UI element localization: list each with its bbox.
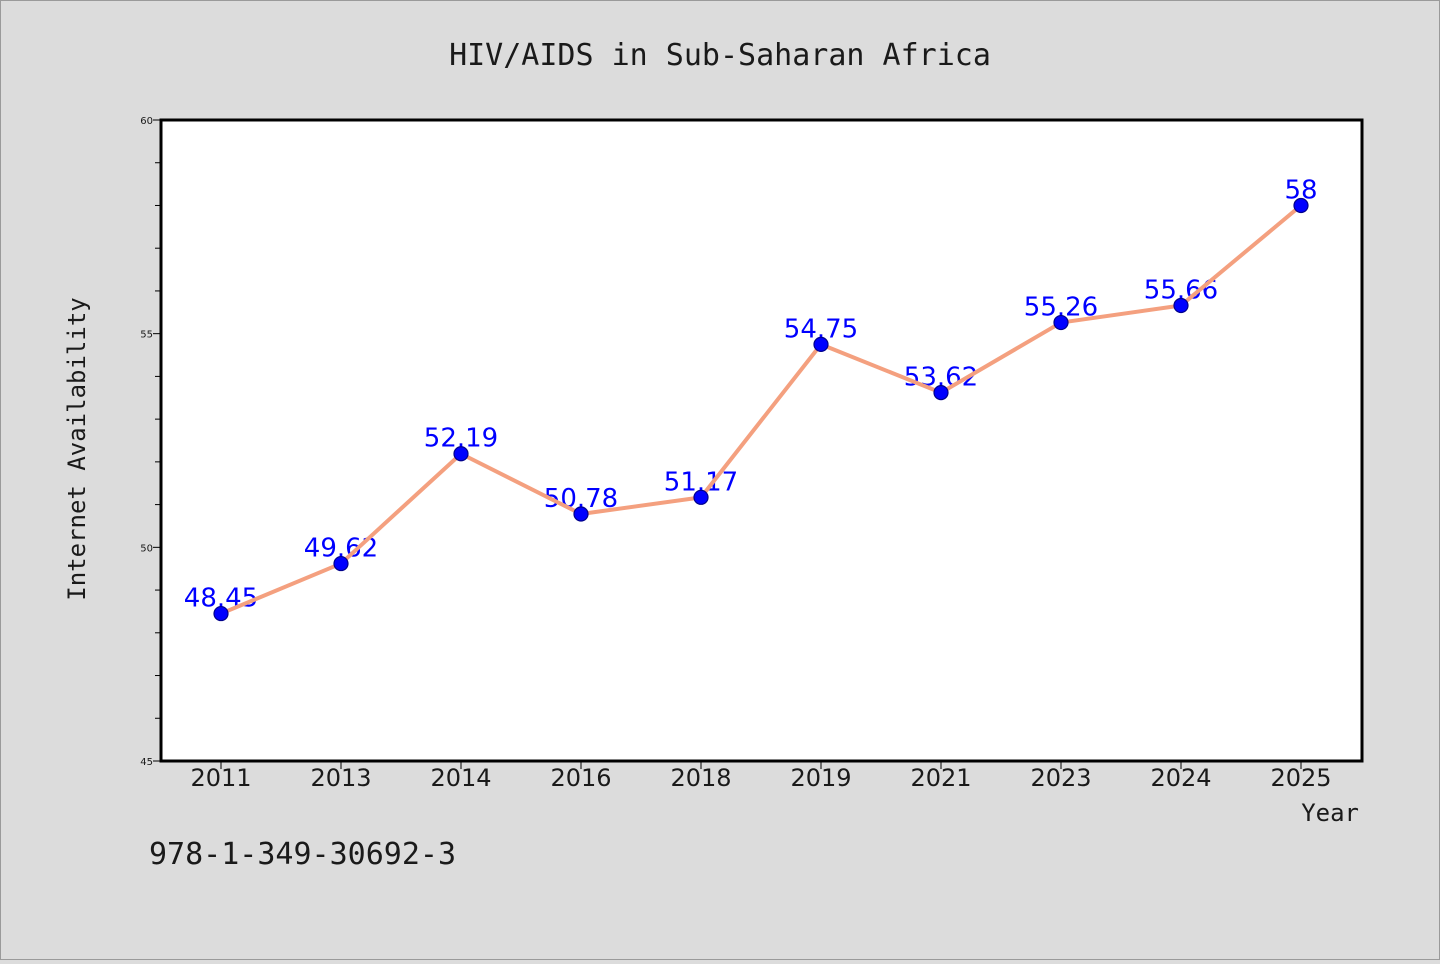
data-point [333, 555, 349, 572]
data-point [1173, 297, 1189, 314]
y-tick-label: 45 [140, 757, 153, 768]
data-point [213, 605, 229, 622]
data-point [1293, 197, 1309, 214]
x-tick-label: 2024 [1150, 764, 1211, 792]
data-point [1053, 314, 1069, 331]
x-tick-label: 2021 [910, 764, 971, 792]
plot-area [159, 118, 1364, 763]
data-point [813, 336, 829, 352]
y-tick-label: 50 [140, 543, 153, 554]
x-tick-label: 2018 [670, 764, 731, 792]
series-line [220, 203, 1303, 616]
series-group [213, 197, 1309, 622]
axis-ticks: 45 50 55 60 2011 2013 2014 2016 2018 2019 2021 2023… [140, 116, 1331, 792]
footer-code: 978-1-349-30692-3 [149, 837, 456, 872]
x-tick-label: 2016 [550, 764, 611, 792]
data-point [933, 385, 949, 401]
data-point [573, 506, 589, 522]
y-tick-label: 60 [140, 116, 153, 127]
data-point [693, 489, 709, 505]
x-tick-label: 2013 [310, 764, 371, 792]
y-tick-label: 55 [140, 330, 153, 341]
x-axis-label: Year [1301, 799, 1359, 827]
x-tick-label: 2019 [790, 764, 851, 792]
x-tick-label: 2025 [1270, 764, 1331, 792]
y-axis-label: Internet Availability [63, 297, 91, 600]
x-tick-label: 2011 [190, 764, 251, 792]
x-tick-label: 2023 [1030, 764, 1091, 792]
chart-title: HIV/AIDS in Sub-Saharan Africa [449, 38, 991, 73]
data-point [453, 446, 469, 462]
x-tick-label: 2014 [430, 764, 491, 792]
